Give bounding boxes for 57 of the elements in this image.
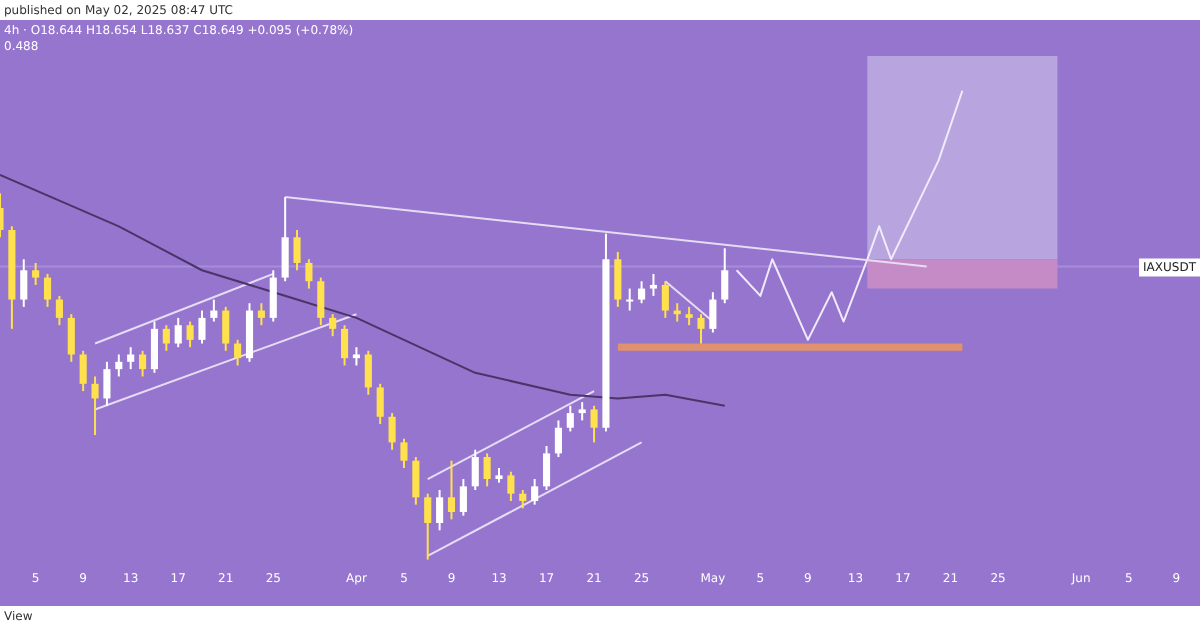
candlestick (234, 338, 242, 367)
candlestick (376, 382, 384, 426)
candlestick (649, 272, 658, 297)
candlestick (127, 346, 135, 371)
candlestick (20, 258, 28, 308)
candlestick (436, 489, 444, 532)
candlestick (67, 313, 75, 363)
candlestick (400, 437, 408, 470)
candlestick (139, 349, 147, 378)
candlestick (222, 305, 230, 352)
candlestick (329, 313, 337, 338)
candlestick (198, 309, 206, 345)
candlestick (281, 196, 289, 283)
candlestick (293, 228, 301, 272)
candlestick (566, 404, 574, 433)
candlestick (162, 324, 170, 352)
candlestick (150, 320, 159, 374)
candlestick (103, 360, 111, 407)
candlestick (305, 258, 313, 290)
candlestick (424, 492, 432, 561)
candlestick (471, 448, 479, 492)
candlestick (638, 280, 646, 305)
candlestick (32, 261, 40, 286)
candlestick (186, 320, 194, 349)
candlestick (388, 412, 396, 451)
candlestick (447, 459, 456, 521)
candlestick (709, 291, 717, 334)
candlestick (412, 456, 420, 506)
candlestick (245, 302, 254, 363)
candlestick (79, 349, 87, 393)
candlestick (459, 478, 467, 517)
candlestick (554, 419, 562, 459)
candlestick (685, 305, 693, 327)
candlestick (340, 324, 349, 367)
candlestick (257, 302, 265, 327)
candlestick (697, 313, 705, 345)
candlestick (352, 346, 360, 367)
candlestick (364, 349, 372, 396)
candlestick (483, 452, 491, 488)
candlestick (519, 489, 527, 510)
candlestick (210, 298, 218, 323)
candlestick (317, 276, 325, 327)
candlestick (626, 287, 634, 312)
candlestick (55, 294, 63, 327)
candlestick (269, 269, 277, 323)
candlestick (578, 401, 586, 422)
candlestick (542, 445, 551, 492)
candlestick (721, 247, 729, 305)
candlestick (174, 316, 182, 349)
candlestick (115, 353, 123, 378)
candlestick (91, 375, 99, 437)
candlestick (590, 404, 598, 444)
candlestick (43, 272, 52, 308)
candlestick (614, 250, 622, 308)
candlestick (531, 478, 539, 506)
candlestick (661, 280, 669, 319)
candlestick (507, 470, 515, 502)
